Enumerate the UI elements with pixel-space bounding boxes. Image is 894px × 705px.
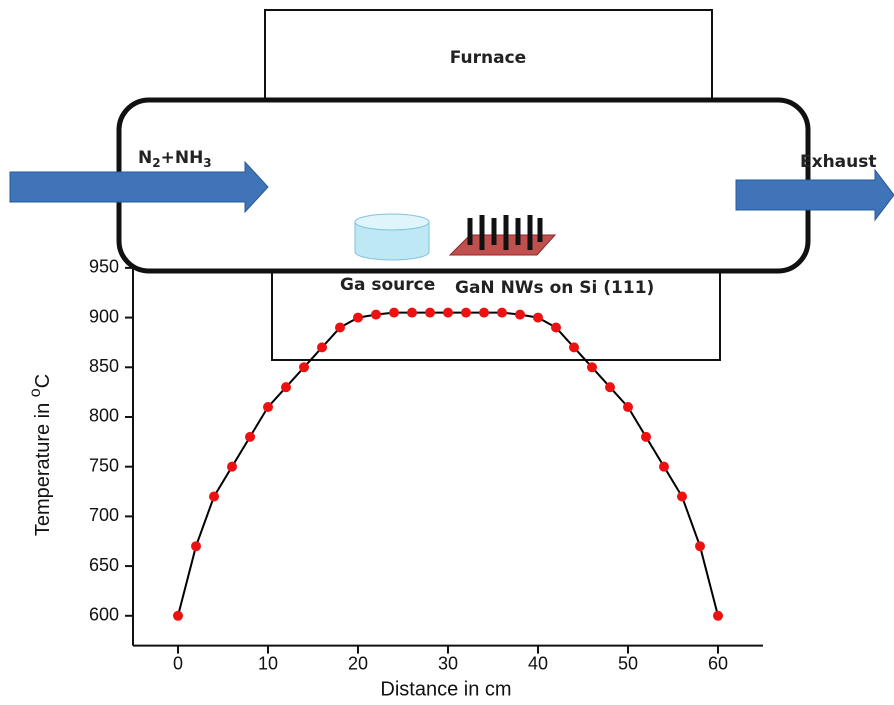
data-point — [389, 307, 399, 318]
y-tick-label: 600 — [89, 605, 119, 625]
data-point — [353, 312, 363, 323]
tube-diagram: Furnace N2+NH3 Exhaust Ga source GaN NWs… — [9, 48, 894, 298]
data-point — [371, 309, 381, 320]
x-tick-label: 0 — [173, 653, 183, 673]
inlet-arrow — [9, 160, 269, 214]
data-point — [425, 307, 435, 318]
ga-source — [354, 213, 430, 261]
furnace-upper — [264, 9, 713, 111]
data-point — [569, 342, 579, 353]
y-tick-label: 700 — [89, 505, 119, 525]
data-point — [281, 382, 291, 393]
inlet-sub: 3 — [203, 156, 211, 170]
inlet-sub: 2 — [152, 156, 160, 170]
data-point — [551, 322, 561, 333]
nanowires — [467, 215, 543, 250]
x-tick-label: 30 — [438, 653, 458, 673]
chart: 600 650 700 750 800 850 900 950 0 10 20 30 40 50 60 Dis… — [27, 248, 763, 700]
data-point — [317, 342, 327, 353]
data-point — [227, 461, 237, 472]
x-tick-label: 40 — [528, 653, 548, 673]
outlet-arrow — [735, 168, 894, 222]
source-label: Ga source — [340, 275, 435, 295]
data-point — [461, 307, 471, 318]
data-point — [587, 362, 597, 373]
data-point — [209, 491, 219, 502]
data-point — [173, 610, 183, 621]
furnace-label: Furnace — [450, 48, 526, 68]
x-tick-label: 10 — [258, 653, 278, 673]
inlet-n: N — [138, 148, 152, 168]
substrate-label: GaN NWs on Si (111) — [455, 278, 654, 298]
data-point — [695, 541, 705, 552]
data-point — [407, 307, 417, 318]
data-point — [443, 307, 453, 318]
data-point — [497, 307, 507, 318]
data-point — [713, 610, 723, 621]
inlet-nh: +NH — [161, 148, 204, 168]
data-point — [641, 431, 651, 442]
data-point — [299, 362, 309, 373]
y-tick-label: 650 — [89, 555, 119, 575]
y-tick-label: 750 — [89, 455, 119, 475]
data-point — [335, 322, 345, 333]
temperature-line — [177, 311, 719, 617]
y-label-sup: o — [27, 388, 44, 397]
y-tick-label: 900 — [89, 306, 119, 326]
y-label-unit: C — [32, 374, 54, 388]
data-point — [479, 307, 489, 318]
y-tick-label: 800 — [89, 406, 119, 426]
y-axis-label: Temperature in oC — [27, 374, 54, 536]
x-axis-label: Distance in cm — [380, 678, 511, 700]
data-point — [263, 402, 273, 413]
y-tick-label: 850 — [89, 356, 119, 376]
x-tick-label: 20 — [348, 653, 368, 673]
inlet-label: N2+NH3 — [138, 148, 212, 170]
crucible-body — [354, 222, 430, 261]
outlet-label: Exhaust — [800, 152, 877, 172]
data-point — [605, 382, 615, 393]
x-tick-label: 50 — [618, 653, 638, 673]
data-point — [515, 309, 525, 320]
crucible-top — [354, 213, 430, 231]
data-point — [191, 541, 201, 552]
data-point — [245, 431, 255, 442]
data-point — [533, 312, 543, 323]
data-point — [659, 461, 669, 472]
data-point — [677, 491, 687, 502]
data-point — [623, 402, 633, 413]
substrate — [448, 215, 557, 256]
y-label-text: Temperature in — [32, 397, 54, 536]
x-tick-label: 60 — [708, 653, 728, 673]
y-tick-label: 950 — [89, 257, 119, 277]
